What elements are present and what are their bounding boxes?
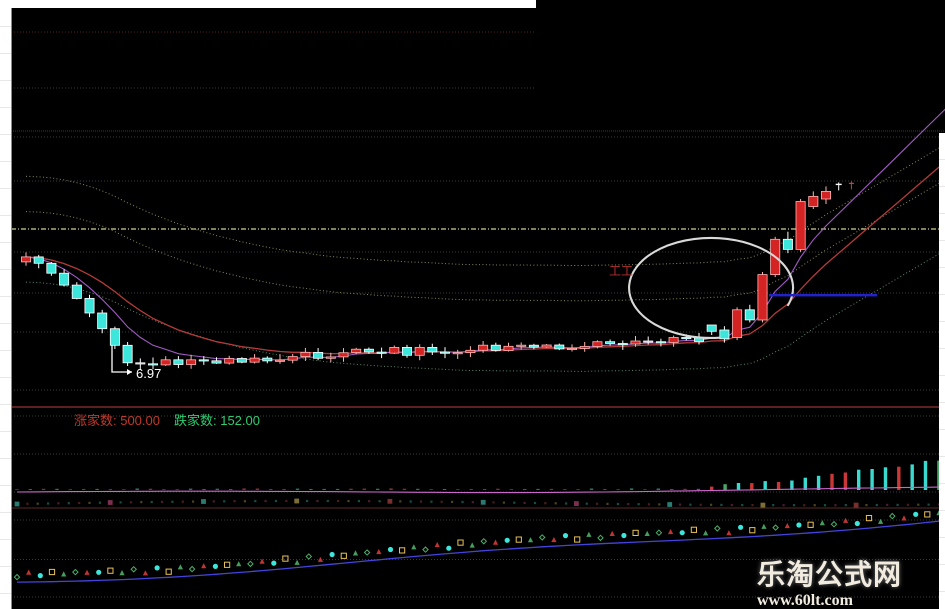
svg-text:工工: 工工 <box>609 264 633 278</box>
svg-text:跌家数: 152.00: 跌家数: 152.00 <box>174 413 260 428</box>
svg-text:涨家数: 500.00: 涨家数: 500.00 <box>74 413 160 428</box>
svg-text:6.97: 6.97 <box>136 366 161 381</box>
